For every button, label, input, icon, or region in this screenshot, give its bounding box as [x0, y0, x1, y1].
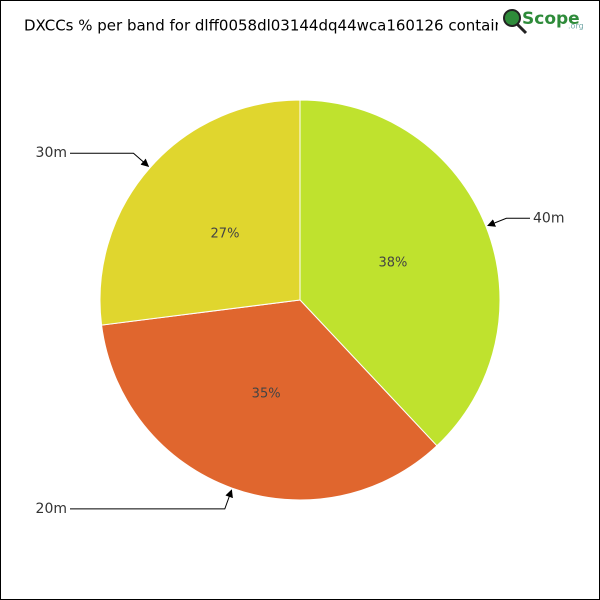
- logo-icon: [503, 9, 521, 27]
- pie-slice: [299, 99, 501, 447]
- slice-label: 27%: [211, 226, 240, 241]
- leader-line: [70, 152, 150, 167]
- slice-label: 35%: [252, 387, 281, 402]
- leader-line: [487, 217, 530, 227]
- leader-line: [70, 489, 233, 510]
- category-label: 20m: [36, 501, 67, 517]
- logo-suffix: .org: [568, 22, 584, 31]
- chart-title: DXCCs % per band for dlff0058dl03144dq44…: [24, 17, 513, 35]
- slice-label: 38%: [379, 256, 408, 271]
- logo-text: Scope: [522, 9, 580, 29]
- pie-slice: [99, 99, 301, 326]
- category-label: 40m: [533, 210, 564, 226]
- pie-slice: [101, 299, 438, 501]
- logo-icon-handle: [515, 22, 528, 35]
- category-label: 30m: [36, 145, 67, 161]
